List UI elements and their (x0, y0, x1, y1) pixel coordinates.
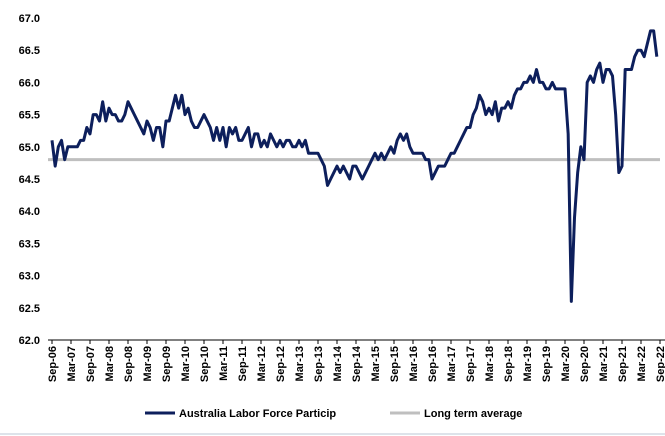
x-tick-label: Sep-12 (275, 346, 287, 382)
x-tick-label: Mar-16 (408, 346, 420, 381)
x-tick-label: Sep-15 (389, 346, 401, 382)
y-tick-label: 62.0 (19, 335, 40, 347)
x-tick-label: Mar-10 (180, 346, 192, 381)
x-tick-label: Sep-08 (123, 346, 135, 382)
y-tick-label: 66.5 (19, 45, 40, 57)
x-tick-label: Sep-21 (617, 346, 629, 382)
x-tick-label: Sep-06 (47, 346, 59, 382)
y-tick-label: 63.5 (19, 238, 40, 250)
x-tick-label: Sep-14 (351, 345, 363, 382)
x-tick-label: Mar-15 (370, 346, 382, 381)
x-tick-label: Sep-09 (161, 346, 173, 382)
x-tick-label: Mar-11 (218, 346, 230, 381)
y-tick-label: 66.0 (19, 77, 40, 89)
y-tick-label: 64.0 (19, 206, 40, 218)
x-tick-label: Sep-16 (427, 346, 439, 382)
data-line (50, 29, 659, 303)
x-tick-label: Mar-18 (484, 346, 496, 381)
x-tick-label: Mar-19 (522, 346, 534, 381)
x-tick-label: Mar-14 (332, 345, 344, 381)
x-tick-label: Mar-22 (636, 346, 648, 381)
x-tick-label: Mar-17 (446, 346, 458, 381)
x-tick-label: Sep-07 (85, 346, 97, 382)
x-tick-label: Sep-19 (541, 346, 553, 382)
x-tick-label: Sep-22 (655, 346, 665, 382)
x-tick-label: Sep-18 (503, 346, 515, 382)
x-tick-label: Sep-20 (579, 346, 591, 382)
y-tick-label: 64.5 (19, 174, 40, 186)
x-tick-label: Mar-09 (142, 346, 154, 381)
x-tick-label: Sep-17 (465, 346, 477, 382)
y-tick-label: 67.0 (19, 13, 40, 25)
x-tick-label: Sep-10 (199, 346, 211, 382)
y-tick-label: 65.0 (19, 142, 40, 154)
x-tick-label: Mar-07 (66, 346, 78, 381)
y-tick-label: 63.0 (19, 271, 40, 283)
x-tick-label: Mar-21 (598, 346, 610, 381)
x-tick-label: Mar-13 (294, 346, 306, 381)
legend-label: Long term average (424, 408, 522, 420)
y-tick-label: 62.5 (19, 303, 40, 315)
legend-label: Australia Labor Force Particip (179, 408, 336, 420)
x-tick-label: Sep-13 (313, 346, 325, 382)
x-tick-label: Sep-11 (237, 346, 249, 381)
x-tick-label: Mar-08 (104, 346, 116, 381)
x-tick-label: Mar-12 (256, 346, 268, 381)
y-tick-label: 65.5 (19, 110, 40, 122)
x-tick-label: Mar-20 (560, 346, 572, 381)
